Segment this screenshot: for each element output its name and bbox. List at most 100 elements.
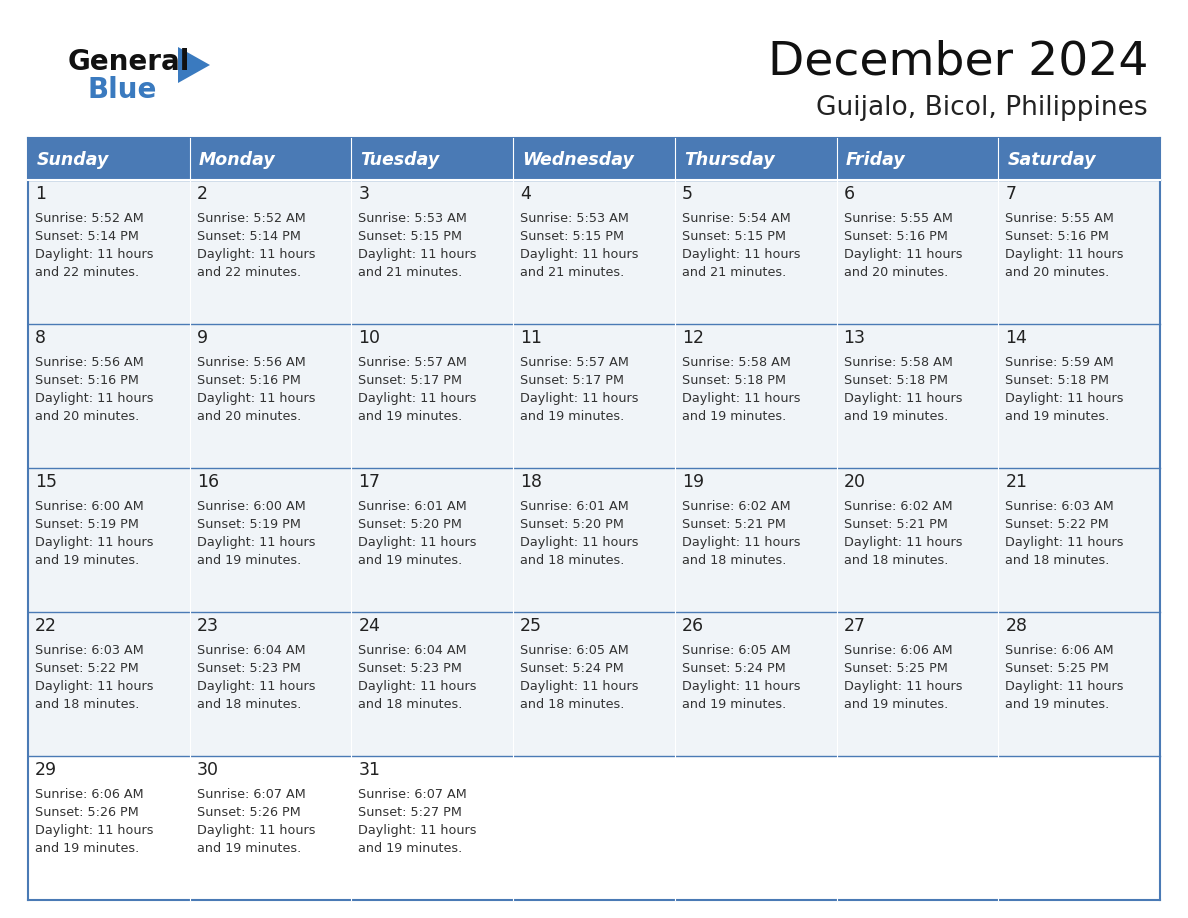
Text: and 18 minutes.: and 18 minutes.	[682, 554, 786, 567]
Text: Sunrise: 6:04 AM: Sunrise: 6:04 AM	[359, 644, 467, 657]
Text: Sunrise: 6:05 AM: Sunrise: 6:05 AM	[520, 644, 628, 657]
Text: 13: 13	[843, 329, 866, 347]
Text: 28: 28	[1005, 617, 1028, 635]
Bar	[29, 324, 1159, 468]
Text: Daylight: 11 hours: Daylight: 11 hours	[34, 680, 153, 693]
Text: Daylight: 11 hours: Daylight: 11 hours	[34, 392, 153, 405]
Text: Sunset: 5:22 PM: Sunset: 5:22 PM	[1005, 518, 1110, 531]
Text: Sunset: 5:14 PM: Sunset: 5:14 PM	[197, 230, 301, 243]
Text: and 18 minutes.: and 18 minutes.	[359, 698, 463, 711]
Text: Sunset: 5:18 PM: Sunset: 5:18 PM	[682, 374, 785, 387]
Text: and 21 minutes.: and 21 minutes.	[359, 266, 462, 279]
Text: Daylight: 11 hours: Daylight: 11 hours	[682, 248, 801, 261]
Text: and 22 minutes.: and 22 minutes.	[197, 266, 301, 279]
Text: 8: 8	[34, 329, 46, 347]
Text: Sunset: 5:15 PM: Sunset: 5:15 PM	[520, 230, 624, 243]
Text: Daylight: 11 hours: Daylight: 11 hours	[359, 392, 476, 405]
Text: Sunrise: 5:53 AM: Sunrise: 5:53 AM	[520, 212, 628, 225]
Text: Sunrise: 5:57 AM: Sunrise: 5:57 AM	[520, 356, 628, 369]
Text: Sunset: 5:24 PM: Sunset: 5:24 PM	[682, 662, 785, 675]
Text: Wednesday: Wednesday	[523, 151, 634, 169]
Text: and 18 minutes.: and 18 minutes.	[34, 698, 139, 711]
Text: 15: 15	[34, 473, 57, 491]
Text: Sunset: 5:18 PM: Sunset: 5:18 PM	[843, 374, 948, 387]
Text: Daylight: 11 hours: Daylight: 11 hours	[1005, 536, 1124, 549]
Text: Sunrise: 5:59 AM: Sunrise: 5:59 AM	[1005, 356, 1114, 369]
Text: Daylight: 11 hours: Daylight: 11 hours	[843, 680, 962, 693]
Text: and 19 minutes.: and 19 minutes.	[359, 842, 462, 855]
Text: Sunrise: 5:55 AM: Sunrise: 5:55 AM	[1005, 212, 1114, 225]
Text: Sunset: 5:15 PM: Sunset: 5:15 PM	[359, 230, 462, 243]
Text: 3: 3	[359, 185, 369, 203]
Text: 30: 30	[197, 761, 219, 779]
Text: Sunset: 5:21 PM: Sunset: 5:21 PM	[843, 518, 948, 531]
Text: Daylight: 11 hours: Daylight: 11 hours	[843, 536, 962, 549]
Text: 1: 1	[34, 185, 46, 203]
Text: Daylight: 11 hours: Daylight: 11 hours	[197, 824, 315, 837]
Text: Sunrise: 5:52 AM: Sunrise: 5:52 AM	[34, 212, 144, 225]
Text: Sunset: 5:20 PM: Sunset: 5:20 PM	[520, 518, 624, 531]
Text: Sunrise: 6:06 AM: Sunrise: 6:06 AM	[1005, 644, 1114, 657]
Text: Sunrise: 6:00 AM: Sunrise: 6:00 AM	[197, 500, 305, 513]
Text: Daylight: 11 hours: Daylight: 11 hours	[359, 824, 476, 837]
Text: Sunrise: 6:03 AM: Sunrise: 6:03 AM	[34, 644, 144, 657]
Text: Sunset: 5:14 PM: Sunset: 5:14 PM	[34, 230, 139, 243]
Text: Sunrise: 6:00 AM: Sunrise: 6:00 AM	[34, 500, 144, 513]
Text: Sunset: 5:25 PM: Sunset: 5:25 PM	[1005, 662, 1110, 675]
Text: and 19 minutes.: and 19 minutes.	[34, 554, 139, 567]
Text: Sunset: 5:27 PM: Sunset: 5:27 PM	[359, 806, 462, 819]
Text: Saturday: Saturday	[1007, 151, 1095, 169]
Text: Daylight: 11 hours: Daylight: 11 hours	[359, 680, 476, 693]
Text: Sunset: 5:26 PM: Sunset: 5:26 PM	[34, 806, 139, 819]
Text: Sunrise: 6:05 AM: Sunrise: 6:05 AM	[682, 644, 790, 657]
Text: Daylight: 11 hours: Daylight: 11 hours	[520, 536, 639, 549]
Text: Sunrise: 5:54 AM: Sunrise: 5:54 AM	[682, 212, 790, 225]
Text: Daylight: 11 hours: Daylight: 11 hours	[197, 536, 315, 549]
Text: 11: 11	[520, 329, 542, 347]
Text: Sunrise: 6:02 AM: Sunrise: 6:02 AM	[843, 500, 953, 513]
Text: and 20 minutes.: and 20 minutes.	[1005, 266, 1110, 279]
Text: and 22 minutes.: and 22 minutes.	[34, 266, 139, 279]
Text: Sunset: 5:17 PM: Sunset: 5:17 PM	[520, 374, 624, 387]
Text: Sunset: 5:25 PM: Sunset: 5:25 PM	[843, 662, 948, 675]
Text: Sunrise: 5:53 AM: Sunrise: 5:53 AM	[359, 212, 467, 225]
Text: 18: 18	[520, 473, 542, 491]
Text: Sunset: 5:16 PM: Sunset: 5:16 PM	[34, 374, 139, 387]
Text: Sunrise: 5:56 AM: Sunrise: 5:56 AM	[197, 356, 305, 369]
Text: Daylight: 11 hours: Daylight: 11 hours	[843, 392, 962, 405]
Text: Daylight: 11 hours: Daylight: 11 hours	[34, 248, 153, 261]
Text: Daylight: 11 hours: Daylight: 11 hours	[1005, 248, 1124, 261]
Text: 4: 4	[520, 185, 531, 203]
Text: 26: 26	[682, 617, 704, 635]
Text: Sunrise: 5:58 AM: Sunrise: 5:58 AM	[682, 356, 791, 369]
Text: Guijalo, Bicol, Philippines: Guijalo, Bicol, Philippines	[816, 95, 1148, 121]
Text: and 18 minutes.: and 18 minutes.	[843, 554, 948, 567]
Text: Sunset: 5:15 PM: Sunset: 5:15 PM	[682, 230, 785, 243]
Text: 5: 5	[682, 185, 693, 203]
Text: and 20 minutes.: and 20 minutes.	[34, 410, 139, 423]
Text: Daylight: 11 hours: Daylight: 11 hours	[197, 392, 315, 405]
Text: Thursday: Thursday	[684, 151, 775, 169]
Text: 25: 25	[520, 617, 542, 635]
Text: 16: 16	[197, 473, 219, 491]
Text: and 19 minutes.: and 19 minutes.	[359, 554, 462, 567]
Bar	[29, 612, 1159, 756]
Bar	[29, 180, 1159, 324]
Bar	[29, 138, 1159, 180]
Text: and 21 minutes.: and 21 minutes.	[520, 266, 625, 279]
Text: and 19 minutes.: and 19 minutes.	[682, 698, 786, 711]
Text: Daylight: 11 hours: Daylight: 11 hours	[682, 392, 801, 405]
Text: and 21 minutes.: and 21 minutes.	[682, 266, 786, 279]
Text: Sunrise: 6:07 AM: Sunrise: 6:07 AM	[197, 788, 305, 801]
Text: Sunset: 5:24 PM: Sunset: 5:24 PM	[520, 662, 624, 675]
Text: Daylight: 11 hours: Daylight: 11 hours	[1005, 392, 1124, 405]
Text: Daylight: 11 hours: Daylight: 11 hours	[197, 248, 315, 261]
Text: and 18 minutes.: and 18 minutes.	[520, 698, 625, 711]
Text: Sunrise: 6:01 AM: Sunrise: 6:01 AM	[520, 500, 628, 513]
Text: Sunrise: 5:56 AM: Sunrise: 5:56 AM	[34, 356, 144, 369]
Text: 14: 14	[1005, 329, 1028, 347]
Text: and 20 minutes.: and 20 minutes.	[843, 266, 948, 279]
Text: and 20 minutes.: and 20 minutes.	[197, 410, 301, 423]
Text: 21: 21	[1005, 473, 1028, 491]
Text: 24: 24	[359, 617, 380, 635]
